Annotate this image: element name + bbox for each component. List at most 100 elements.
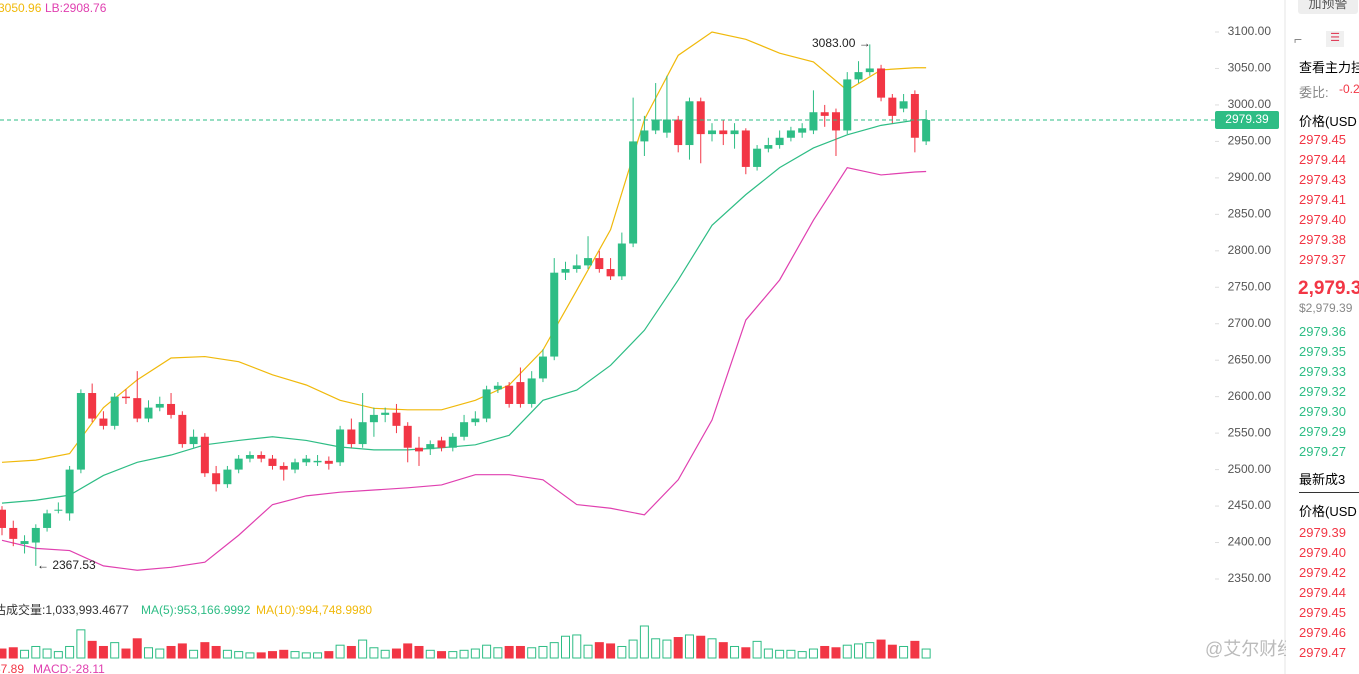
candle-body bbox=[426, 444, 435, 450]
candle-body bbox=[121, 396, 130, 399]
candle-body bbox=[786, 130, 795, 138]
volume-bar bbox=[651, 638, 661, 659]
trades-header: 价格(USD bbox=[1299, 504, 1357, 519]
main-orders[interactable]: 查看主力挂 bbox=[1299, 60, 1359, 75]
volume-bar bbox=[921, 648, 931, 659]
volume-bar bbox=[808, 648, 818, 659]
mid-price: 2,979.3 bbox=[1298, 278, 1359, 299]
macd-label: MACD:-28.11 bbox=[33, 662, 105, 674]
icon[interactable]: ⌐ bbox=[1294, 31, 1303, 47]
volume-bar bbox=[673, 637, 683, 659]
candle-body bbox=[403, 425, 412, 448]
candle-body bbox=[606, 269, 615, 277]
volume-bar bbox=[899, 645, 909, 659]
volume-label: 估成交量:1,033,993.4677 bbox=[0, 602, 129, 617]
volume-bar bbox=[234, 651, 244, 659]
volume-bar bbox=[65, 645, 75, 659]
volume-bar bbox=[628, 639, 638, 659]
y-tick-label: 2800.00 bbox=[1228, 243, 1272, 257]
candle-body bbox=[336, 429, 345, 463]
candle-body bbox=[167, 403, 176, 415]
volume-bar bbox=[583, 644, 593, 659]
candle-body bbox=[696, 101, 705, 135]
bid-price: 2979.30 bbox=[1299, 404, 1346, 419]
volume-bar bbox=[684, 634, 694, 659]
candle-body bbox=[20, 541, 29, 544]
volume-bar bbox=[820, 645, 830, 659]
volume-bar bbox=[290, 651, 300, 659]
ask-price: 2979.40 bbox=[1299, 212, 1346, 227]
candle-body bbox=[865, 68, 874, 73]
icon[interactable]: ☰ bbox=[1326, 31, 1344, 47]
watermark: @艾尔财经 bbox=[1205, 639, 1286, 659]
candle-body bbox=[414, 447, 423, 452]
volume-bar bbox=[854, 643, 864, 659]
volume-bar bbox=[448, 651, 458, 659]
volume-bar bbox=[414, 645, 424, 659]
volume-bar bbox=[831, 647, 841, 659]
trade-price: 2979.45 bbox=[1299, 605, 1346, 620]
y-tick-label: 2450.00 bbox=[1228, 498, 1272, 512]
candle-body bbox=[584, 258, 593, 266]
trade-price: 2979.46 bbox=[1299, 625, 1346, 640]
annotation: 3083.00 → bbox=[812, 36, 871, 50]
volume-bar bbox=[606, 643, 616, 659]
candle-body bbox=[31, 527, 40, 543]
candle-body bbox=[505, 385, 514, 404]
trades-title: 最新成3 bbox=[1299, 472, 1346, 487]
candle-body bbox=[347, 429, 356, 445]
candle-body bbox=[910, 93, 919, 138]
candle-body bbox=[798, 128, 807, 133]
ask-price: 2979.38 bbox=[1299, 232, 1346, 247]
candle-body bbox=[708, 130, 717, 135]
ratio-label: 委比: bbox=[1299, 85, 1329, 100]
chart: 2350.00 2400.00 2450.00 2500.00 2550.00 2600.… bbox=[0, 0, 1286, 674]
candle-body bbox=[617, 243, 626, 277]
candle-body bbox=[178, 414, 187, 445]
candle-body bbox=[99, 418, 108, 426]
candle-body bbox=[155, 403, 164, 408]
candle-body bbox=[922, 119, 931, 142]
y-tick-label: 2400.00 bbox=[1228, 535, 1272, 549]
volume-bar bbox=[515, 645, 525, 659]
volume-bar bbox=[437, 651, 447, 659]
volume-bar bbox=[572, 634, 582, 659]
candle-body bbox=[234, 458, 243, 470]
annotation: ← 2367.53 bbox=[37, 558, 96, 572]
volume-bar bbox=[222, 649, 232, 659]
volume-label: MA(10):994,748.9980 bbox=[256, 603, 372, 617]
candle-body bbox=[741, 130, 750, 167]
volume-bar bbox=[346, 645, 356, 659]
volume-bar bbox=[301, 652, 311, 659]
y-tick-label: 3050.00 bbox=[1228, 61, 1272, 75]
candle-body bbox=[809, 112, 818, 131]
candle-body bbox=[144, 407, 153, 419]
volume-bar bbox=[211, 645, 221, 659]
mid-usd: $2,979.39 bbox=[1299, 301, 1353, 315]
candle-body bbox=[358, 422, 367, 445]
candle-body bbox=[775, 137, 784, 146]
candle-body bbox=[516, 382, 525, 404]
band-line bbox=[1, 118, 927, 504]
candle-body bbox=[482, 389, 491, 419]
candle-body bbox=[257, 455, 266, 459]
volume-bar bbox=[459, 649, 469, 659]
y-tick-label: 2500.00 bbox=[1228, 462, 1272, 476]
volume-bar bbox=[245, 652, 255, 659]
alert-button[interactable]: 加预警 bbox=[1298, 0, 1358, 14]
price-tag-label: 2979.39 bbox=[1225, 112, 1269, 126]
trade-price: 2979.44 bbox=[1299, 585, 1346, 600]
trade-price: 2979.42 bbox=[1299, 565, 1346, 580]
band-label: 3050.96 bbox=[0, 1, 42, 15]
bid-price: 2979.29 bbox=[1299, 424, 1346, 439]
y-tick-label: 3000.00 bbox=[1228, 97, 1272, 111]
candle-body bbox=[877, 68, 886, 98]
volume-bar bbox=[538, 645, 548, 659]
ask-price: 2979.44 bbox=[1299, 152, 1346, 167]
volume-bar bbox=[166, 645, 176, 659]
volume-bar bbox=[335, 644, 345, 659]
bid-price: 2979.36 bbox=[1299, 324, 1346, 339]
volume-bar bbox=[256, 652, 266, 659]
volume-bar bbox=[549, 642, 559, 659]
